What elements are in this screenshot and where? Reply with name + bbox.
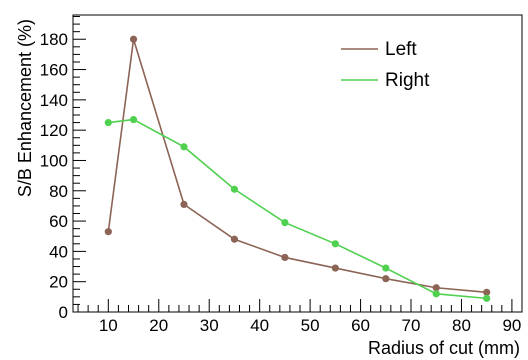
y-tick-label: 80 <box>49 182 68 201</box>
y-tick-label: 120 <box>40 121 68 140</box>
data-point-right <box>432 290 440 298</box>
plot-frame <box>72 14 523 313</box>
data-point-left <box>331 264 339 272</box>
legend-label-left: Left <box>385 39 417 60</box>
data-point-left <box>483 288 491 296</box>
data-point-left <box>382 275 390 283</box>
x-axis-ticks: 10 20 30 40 50 60 70 80 90 <box>77 299 523 335</box>
y-tick-label: 20 <box>49 273 68 292</box>
y-tick-label: 140 <box>40 91 68 110</box>
y-tick-label: 180 <box>40 30 68 49</box>
series-line-right <box>108 118 487 300</box>
y-tick-label: 40 <box>49 242 68 261</box>
legend: Left Right <box>341 39 430 91</box>
x-tick-label: 70 <box>402 316 421 335</box>
data-point-left <box>104 228 112 236</box>
y-tick-label: 0 <box>59 303 68 322</box>
x-tick-label: 40 <box>250 316 269 335</box>
data-point-right <box>331 240 339 248</box>
data-point-right <box>483 294 491 302</box>
y-tick-label: 60 <box>49 212 68 231</box>
x-tick-label: 80 <box>452 316 471 335</box>
data-point-right <box>104 118 112 127</box>
x-tick-label: 60 <box>351 316 370 335</box>
data-point-left <box>180 200 188 209</box>
data-point-right <box>129 115 138 124</box>
data-point-right <box>230 185 239 193</box>
data-point-left <box>432 284 440 292</box>
series-layer <box>104 35 491 302</box>
series-line-left <box>107 39 487 294</box>
legend-label-right: Right <box>385 70 430 91</box>
y-axis-ticks: 0 20 40 60 80 100 120 140 160 180 <box>40 16 86 322</box>
data-point-right <box>281 218 289 227</box>
x-tick-label: 20 <box>149 316 168 335</box>
y-axis-label: S/B Enhancement (%) <box>15 19 35 197</box>
x-tick-label: 50 <box>301 316 320 335</box>
y-tick-label: 160 <box>40 61 68 80</box>
data-point-left <box>281 253 289 262</box>
x-tick-label: 30 <box>200 316 219 335</box>
x-tick-label: 90 <box>502 316 521 335</box>
x-tick-label: 10 <box>99 316 118 335</box>
x-axis-label: Radius of cut (mm) <box>368 338 520 358</box>
data-point-left <box>129 35 138 43</box>
y-tick-label: 100 <box>40 151 68 170</box>
data-point-left <box>230 235 239 243</box>
data-point-right <box>382 264 390 272</box>
data-point-right <box>180 143 188 151</box>
